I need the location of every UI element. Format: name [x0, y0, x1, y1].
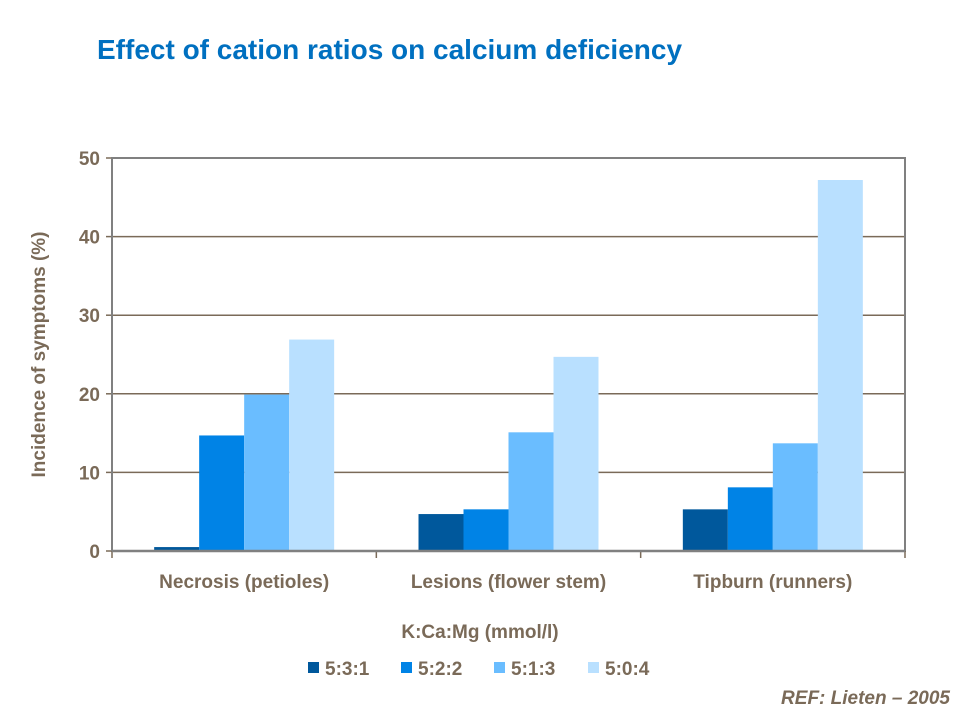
y-tick-label: 20 [79, 385, 100, 406]
bar-5-0-4 [553, 356, 599, 551]
x-tick-label: Necrosis (petioles) [159, 572, 329, 593]
x-tick-label: Lesions (flower stem) [411, 572, 606, 593]
bar-5-2-2 [199, 435, 245, 551]
legend-label: 5:3:1 [325, 659, 370, 680]
legend-swatch [308, 662, 319, 673]
y-tick-label: 10 [79, 463, 100, 484]
y-tick-label: 30 [79, 306, 100, 327]
bar-5-1-3 [772, 443, 818, 551]
y-axis-label: Incidence of symptoms (%) [29, 232, 50, 478]
legend-label: 5:1:3 [511, 659, 555, 680]
x-axis-label: K:Ca:Mg (mmol/l) [401, 622, 558, 643]
reference-annotation: REF: Lieten – 2005 [781, 688, 950, 709]
bar-5-3-1 [154, 547, 200, 551]
x-tick-label: Tipburn (runners) [693, 572, 852, 593]
bar-5-1-3 [508, 432, 554, 551]
chart-title: Effect of cation ratios on calcium defic… [97, 34, 683, 65]
y-tick-label: 40 [79, 228, 100, 249]
bar-5-0-4 [289, 339, 335, 551]
bar-5-3-1 [418, 514, 464, 551]
bar-5-3-1 [682, 509, 728, 551]
bar-5-0-4 [817, 180, 863, 551]
y-tick-label: 50 [79, 149, 100, 170]
legend-swatch [588, 662, 599, 673]
y-tick-label: 0 [89, 542, 100, 563]
legend-swatch [494, 662, 505, 673]
bar-5-2-2 [727, 487, 773, 551]
bar-5-1-3 [244, 394, 290, 551]
legend-label: 5:0:4 [605, 659, 650, 680]
legend-swatch [401, 662, 412, 673]
legend-label: 5:2:2 [418, 659, 462, 680]
bar-5-2-2 [463, 509, 509, 551]
